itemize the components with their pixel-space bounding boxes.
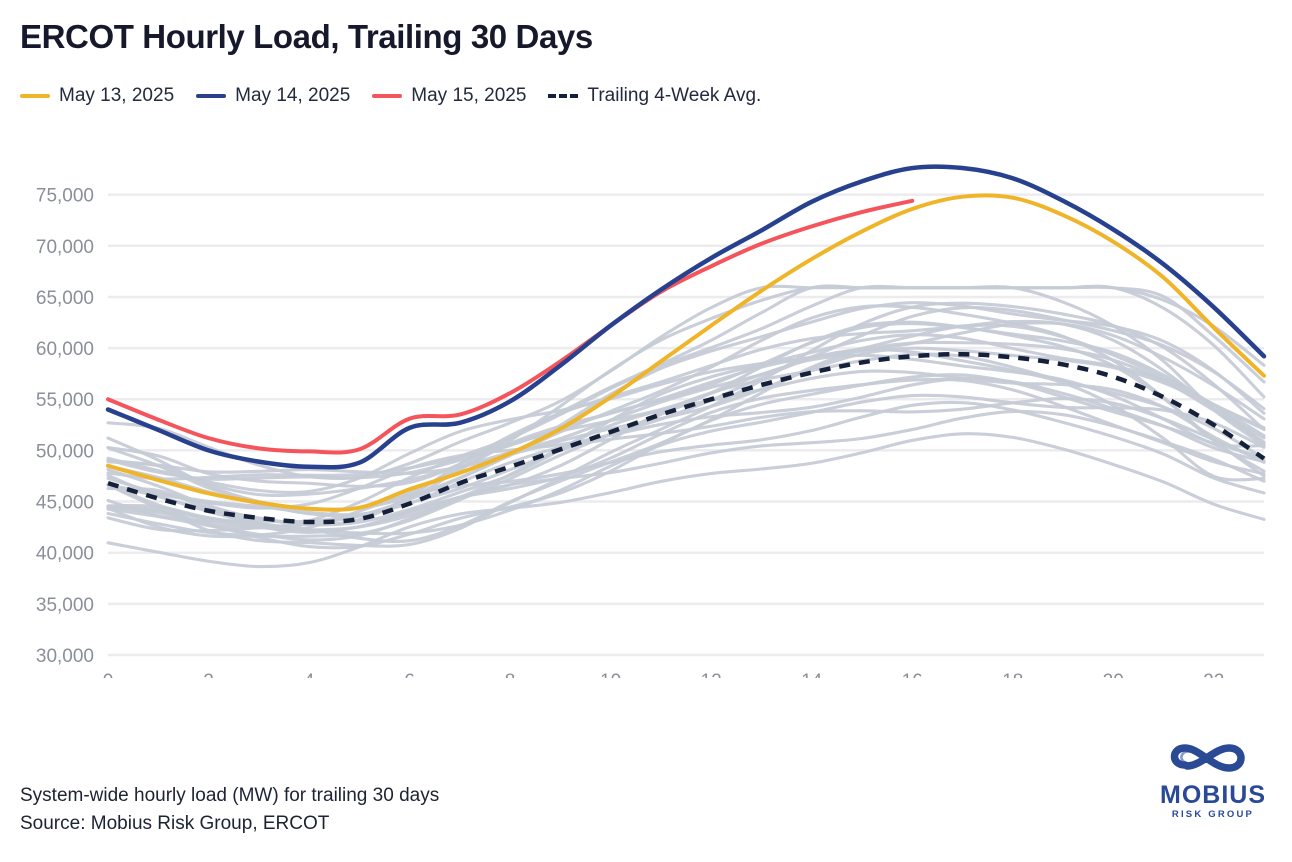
x-axis-tick-label: 6: [404, 671, 415, 678]
x-axis-tick-label: 20: [1103, 671, 1124, 678]
series-line-may-13-2025: [106, 193, 1266, 512]
legend-label-may13: May 13, 2025: [59, 85, 175, 106]
x-axis-tick-label: 22: [1203, 671, 1224, 678]
y-axis-tick-label: 35,000: [36, 595, 94, 616]
y-axis-tick-label: 55,000: [36, 390, 94, 411]
y-axis-tick-label: 50,000: [36, 441, 94, 462]
legend-item-may13[interactable]: May 13, 2025: [20, 85, 174, 107]
footnote-source: Source: Mobius Risk Group, ERCOT: [20, 813, 330, 834]
history-day-line: [106, 333, 1266, 527]
series-line-may-15-2025: [106, 198, 915, 455]
legend-item-trailing-average[interactable]: Trailing 4-Week Avg.: [548, 85, 761, 107]
chart-legend: May 13, 2025 May 14, 2025 May 15, 2025 T…: [20, 84, 761, 108]
mobius-infinity-icon: [1170, 744, 1245, 772]
legend-swatch-may14: [196, 94, 227, 98]
x-axis-tick-label: 16: [902, 671, 923, 678]
legend-label-may14: May 14, 2025: [235, 85, 351, 106]
history-day-line: [106, 353, 1266, 481]
page-title: ERCOT Hourly Load, Trailing 30 Days: [20, 18, 593, 55]
chart-plot-area: 30,000 35,000 40,000 45,000 50,000 55,000 60,0…: [0, 118, 1292, 692]
legend-label-may15: May 15, 2025: [411, 85, 527, 106]
legend-item-may15[interactable]: May 15, 2025: [372, 85, 526, 107]
x-axis-tick-label: 14: [801, 671, 823, 678]
history-day-line: [106, 301, 1266, 548]
y-axis-tick-label: 40,000: [36, 544, 94, 565]
x-axis-tick-label: 8: [505, 671, 516, 678]
x-axis-tick-label: 4: [304, 671, 315, 678]
y-axis-tick-label: 70,000: [36, 237, 94, 258]
legend-item-may14[interactable]: May 14, 2025: [196, 85, 350, 107]
history-day-line: [106, 397, 1266, 517]
logo-tagline: RISK GROUP: [1171, 809, 1255, 820]
y-axis-tick-label: 65,000: [36, 288, 94, 309]
line-chart-svg: 30,000 35,000 40,000 45,000 50,000 55,000 60,0…: [36, 164, 1267, 692]
x-axis-tick-label: 0: [103, 671, 114, 678]
y-axis-tick-label: 45,000: [36, 493, 94, 514]
history-day-line: [106, 323, 1266, 495]
series-line-trailing-4-week-avg: [107, 351, 1266, 525]
x-axis-tick-label: 12: [701, 671, 722, 678]
legend-swatch-may13: [20, 94, 50, 98]
legend-swatch-may15: [372, 94, 403, 98]
logo-wordmark: MOBIUS: [1160, 781, 1266, 809]
history-day-line: [106, 432, 1266, 569]
history-day-line: [106, 377, 1266, 534]
x-axis-tick-label: 10: [600, 671, 621, 678]
chart-footnote: System-wide hourly load (MW) for trailin…: [20, 782, 439, 838]
mobius-logo: MOBIUS RISK GROUP: [1152, 735, 1274, 835]
history-day-line: [106, 376, 1266, 510]
history-day-line: [106, 346, 1266, 476]
footnote-description: System-wide hourly load (MW) for trailin…: [20, 785, 440, 806]
y-axis-tick-label: 60,000: [36, 339, 94, 360]
legend-label-trailing-average: Trailing 4-Week Avg.: [587, 85, 762, 106]
legend-swatch-trailing-average: [548, 94, 579, 98]
history-lines-group: [106, 284, 1266, 569]
series-line-may-14-2025: [105, 164, 1267, 470]
x-axis-tick-label: 18: [1002, 671, 1023, 678]
x-axis-tick-label: 2: [203, 671, 214, 678]
y-axis-tick-label: 30,000: [36, 646, 94, 667]
y-axis-tick-label: 75,000: [36, 186, 94, 207]
history-day-line: [106, 409, 1266, 542]
